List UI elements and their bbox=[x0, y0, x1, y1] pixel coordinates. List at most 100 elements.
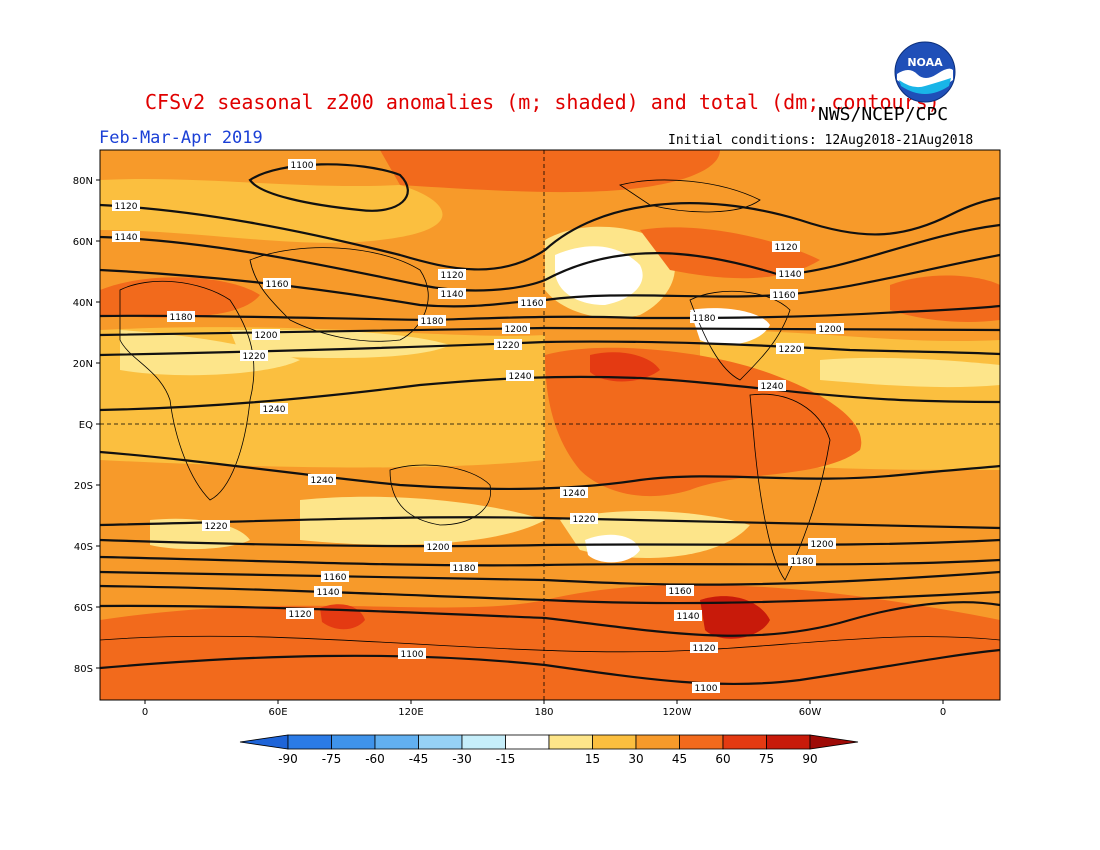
lon-tick-label: 60W bbox=[799, 707, 822, 718]
lon-tick-label: 120E bbox=[398, 707, 423, 718]
contour-label: 1240 bbox=[560, 487, 588, 499]
contour-label: 1200 bbox=[502, 323, 530, 335]
colorbar-tick-label: -90 bbox=[278, 752, 298, 766]
lat-axis: 80N 60N 40N 20N EQ 20S 40S 60S 80S bbox=[73, 176, 100, 675]
contour-1100-south bbox=[100, 648, 1000, 686]
lat-tick-label: EQ bbox=[79, 420, 93, 431]
svg-text:1140: 1140 bbox=[115, 233, 138, 243]
svg-text:1200: 1200 bbox=[255, 331, 278, 341]
shade-60-75-europe bbox=[100, 277, 260, 318]
lat-tick-label: 40N bbox=[73, 298, 93, 309]
contour-label: 1160 bbox=[321, 571, 349, 583]
contour-label: 1200 bbox=[424, 541, 452, 553]
contour-label: 1160 bbox=[666, 585, 694, 597]
colorbar-tick-label: 90 bbox=[802, 752, 817, 766]
contour-1160-south bbox=[100, 570, 1000, 586]
contour-label: 1140 bbox=[776, 268, 804, 280]
contour-label: 1200 bbox=[808, 538, 836, 550]
lat-tick-label: 20S bbox=[74, 481, 93, 492]
shade-75-90-tropical-pacific bbox=[590, 352, 660, 382]
colorbar-tick-label: 60 bbox=[715, 752, 730, 766]
map-frame bbox=[99, 149, 1001, 701]
contour-label: 1140 bbox=[438, 288, 466, 300]
contour-1220-north bbox=[100, 340, 1000, 357]
contour-label: 1200 bbox=[252, 329, 280, 341]
contour-label: 1120 bbox=[772, 241, 800, 253]
svg-text:1200: 1200 bbox=[819, 325, 842, 335]
colorbar-arrow-high bbox=[809, 734, 859, 750]
contour-1120-north bbox=[100, 196, 1000, 271]
svg-text:1100: 1100 bbox=[401, 650, 424, 660]
contour-label: 1120 bbox=[438, 269, 466, 281]
svg-text:1220: 1220 bbox=[497, 341, 520, 351]
svg-text:1180: 1180 bbox=[421, 317, 444, 327]
shade-30-45-north-west bbox=[100, 178, 443, 243]
contour-label: 1240 bbox=[758, 380, 786, 392]
colorbar-tick-label: -15 bbox=[496, 752, 516, 766]
colorbar-tick-label: 15 bbox=[585, 752, 600, 766]
svg-text:1240: 1240 bbox=[563, 489, 586, 499]
contour-1180-south bbox=[100, 555, 1000, 567]
lat-tick-label: 80N bbox=[73, 176, 93, 187]
coastline-greenland bbox=[619, 179, 761, 213]
svg-text:1120: 1120 bbox=[289, 610, 312, 620]
lon-tick-label: 180 bbox=[534, 707, 553, 718]
svg-text:1140: 1140 bbox=[441, 290, 464, 300]
colorbar-swatch bbox=[505, 734, 550, 750]
initial-conditions-label: Initial conditions: 12Aug2018-21Aug2018 bbox=[668, 133, 974, 148]
shade-60-75-nnamerica bbox=[640, 227, 820, 279]
contour-1140-north bbox=[100, 223, 1000, 292]
contour-label: 1240 bbox=[260, 403, 288, 415]
svg-text:1120: 1120 bbox=[775, 243, 798, 253]
svg-text:1100: 1100 bbox=[695, 684, 718, 694]
svg-text:1200: 1200 bbox=[505, 325, 528, 335]
contour-1180-north bbox=[100, 304, 1000, 322]
colorbar-tick-label: -30 bbox=[452, 752, 472, 766]
lat-tick-label: 60S bbox=[74, 603, 93, 614]
contour-label: 1140 bbox=[314, 586, 342, 598]
colorbar-tick-label: 30 bbox=[628, 752, 643, 766]
season-label: Feb-Mar-Apr 2019 bbox=[99, 128, 263, 148]
colorbar-swatch bbox=[722, 734, 767, 750]
svg-text:1140: 1140 bbox=[779, 270, 802, 280]
lon-tick-label: 60E bbox=[268, 707, 287, 718]
svg-text:1160: 1160 bbox=[521, 299, 544, 309]
svg-text:1220: 1220 bbox=[243, 352, 266, 362]
contour-1200-south bbox=[100, 538, 1000, 548]
contour-1240-south bbox=[100, 450, 1000, 491]
colorbar-tick-label: 45 bbox=[672, 752, 687, 766]
contour-1240-north bbox=[100, 375, 1000, 412]
colorbar-swatch bbox=[461, 734, 506, 750]
shade-60-75-arctic bbox=[380, 150, 720, 193]
contour-label: 1160 bbox=[770, 289, 798, 301]
coastlines bbox=[100, 179, 1000, 653]
svg-text:1160: 1160 bbox=[669, 587, 692, 597]
colorbar-swatch bbox=[331, 734, 376, 750]
contour-label: 1100 bbox=[692, 682, 720, 694]
contour-label: 1220 bbox=[494, 339, 522, 351]
shade-15-30-atlantic bbox=[820, 357, 1000, 388]
contour-label: 1220 bbox=[776, 343, 804, 355]
colorbar-swatch bbox=[635, 734, 680, 750]
contour-1200-north bbox=[100, 326, 1000, 337]
svg-text:1100: 1100 bbox=[291, 161, 314, 171]
coastline-eurasia bbox=[249, 247, 429, 342]
coastline-samerica bbox=[749, 393, 831, 581]
svg-text:1160: 1160 bbox=[773, 291, 796, 301]
contour-label: 1220 bbox=[202, 520, 230, 532]
svg-text:1140: 1140 bbox=[677, 612, 700, 622]
lat-tick-label: 40S bbox=[74, 542, 93, 553]
colorbar-swatch bbox=[679, 734, 724, 750]
colorbar-swatch bbox=[287, 734, 332, 750]
contour-label: 1120 bbox=[286, 608, 314, 620]
colorbar-swatch bbox=[766, 734, 811, 750]
contour-labels: 1100 1100 1100 1120 1120 1120 1120 1120 … bbox=[112, 159, 844, 694]
contour-label: 1220 bbox=[240, 350, 268, 362]
lon-tick-label: 120W bbox=[663, 707, 692, 718]
shade-white-spacific bbox=[585, 534, 640, 563]
coastline-australia bbox=[389, 464, 492, 526]
coastline-antarctica bbox=[100, 635, 1000, 653]
colorbar: -90 -75 -60 -45 -30 -15 15 30 45 60 75 90 bbox=[239, 734, 859, 766]
shade-white-npacific bbox=[555, 246, 643, 305]
colorbar-swatch bbox=[592, 734, 637, 750]
